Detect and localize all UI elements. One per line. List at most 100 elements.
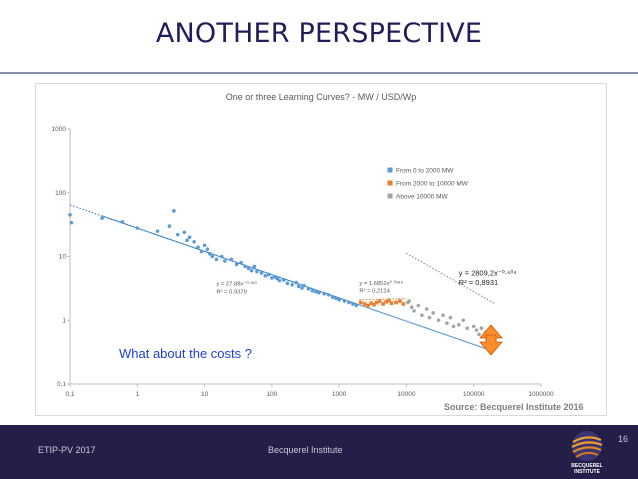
data-point bbox=[326, 293, 331, 297]
data-point bbox=[120, 220, 125, 224]
x-tick-label: 1000 bbox=[332, 391, 347, 398]
data-point bbox=[314, 289, 318, 294]
data-point bbox=[471, 324, 476, 329]
legend-marker bbox=[387, 193, 393, 199]
legend-marker bbox=[387, 167, 393, 173]
data-point bbox=[229, 257, 234, 262]
data-point bbox=[172, 209, 176, 213]
data-point bbox=[409, 305, 414, 310]
data-point bbox=[69, 220, 74, 225]
data-point bbox=[196, 245, 200, 249]
data-point bbox=[436, 318, 441, 323]
data-point bbox=[322, 291, 327, 296]
data-point bbox=[259, 271, 264, 275]
trendline bbox=[406, 252, 495, 304]
costs-annotation: What about the costs ? bbox=[119, 346, 252, 361]
data-point bbox=[389, 301, 394, 306]
data-point bbox=[246, 266, 251, 271]
data-point bbox=[199, 249, 204, 254]
data-point bbox=[451, 324, 456, 329]
trendline bbox=[359, 298, 407, 301]
chart-legend: From 0 to 2000 MW From 2000 to 10000 MW Ab… bbox=[387, 167, 469, 201]
trend-equation: y = 1,6852x⁰·⁰²⁸⁸ bbox=[359, 280, 403, 287]
data-point bbox=[354, 303, 359, 308]
data-point bbox=[243, 264, 247, 269]
legend-marker bbox=[387, 180, 393, 186]
data-point bbox=[448, 315, 453, 320]
legend-label: Above 10000 MW bbox=[396, 194, 449, 201]
data-point bbox=[249, 268, 254, 273]
data-point bbox=[300, 286, 304, 290]
data-point bbox=[384, 299, 388, 304]
x-tick-label: 100 bbox=[266, 391, 277, 398]
footer-bar: ETIP-PV 2017 Becquerel Institute BECQUER… bbox=[0, 425, 638, 479]
data-point bbox=[100, 216, 104, 220]
trend-equation: y = 2809,2x⁻⁰·⁶⁰⁴ bbox=[459, 269, 517, 278]
data-point bbox=[208, 252, 212, 256]
trendline bbox=[69, 204, 360, 306]
y-tick-label: 1 bbox=[62, 317, 66, 324]
data-point bbox=[465, 326, 469, 331]
data-point bbox=[219, 254, 224, 259]
data-point bbox=[270, 276, 274, 280]
data-point bbox=[68, 213, 72, 217]
trend-equation: y = 27,88x⁻⁰·³⁶⁵ bbox=[216, 281, 258, 288]
globe-icon bbox=[571, 431, 603, 461]
data-point bbox=[398, 299, 402, 303]
data-point bbox=[310, 288, 315, 293]
data-point bbox=[372, 302, 376, 307]
data-point bbox=[374, 300, 379, 305]
trendline-layer bbox=[69, 204, 495, 353]
y-tick-label: 0,1 bbox=[57, 381, 66, 388]
slide-title: ANOTHER PERSPECTIVE bbox=[155, 18, 483, 49]
data-point bbox=[401, 302, 406, 306]
data-point bbox=[394, 300, 398, 305]
data-point bbox=[185, 238, 189, 243]
chart-frame: One or three Learning Curves? - MW / USD… bbox=[35, 83, 607, 416]
data-point bbox=[366, 303, 370, 308]
axes-layer: 0,1 1 10 100 1000 10000 100000 1000000 0,1 1 10 100… bbox=[52, 126, 555, 398]
x-tick-label: 10 bbox=[201, 391, 209, 398]
footer-organization: Becquerel Institute bbox=[268, 445, 343, 455]
y-tick-label: 10 bbox=[59, 254, 67, 261]
data-point bbox=[223, 259, 227, 263]
data-point bbox=[205, 247, 210, 252]
data-point bbox=[479, 326, 484, 331]
data-point bbox=[210, 254, 215, 259]
data-point bbox=[252, 264, 257, 269]
data-point bbox=[175, 232, 180, 237]
data-point bbox=[407, 299, 412, 303]
r-squared-label: R² = 0,8931 bbox=[459, 278, 498, 287]
footer-event: ETIP-PV 2017 bbox=[38, 445, 96, 455]
data-point bbox=[266, 272, 271, 277]
x-tick-label: 100000 bbox=[463, 391, 485, 398]
data-point bbox=[263, 273, 268, 278]
data-point bbox=[187, 235, 192, 240]
data-point bbox=[302, 283, 306, 288]
data-point bbox=[272, 275, 277, 279]
data-point bbox=[317, 290, 321, 295]
data-point bbox=[234, 262, 239, 267]
data-point bbox=[330, 295, 335, 299]
data-point bbox=[377, 299, 382, 303]
data-point bbox=[342, 299, 347, 303]
data-points-layer bbox=[68, 209, 496, 342]
data-point bbox=[424, 307, 429, 311]
data-point bbox=[239, 260, 243, 265]
chart-title: One or three Learning Curves? - MW / USD… bbox=[226, 92, 417, 102]
r-squared-label: R² = 0,2124 bbox=[359, 289, 390, 295]
data-point bbox=[285, 281, 290, 286]
data-point bbox=[167, 224, 172, 228]
data-point bbox=[347, 300, 351, 305]
data-point bbox=[182, 230, 187, 235]
data-point bbox=[359, 300, 363, 305]
data-point bbox=[294, 280, 298, 285]
x-tick-label: 1000000 bbox=[528, 391, 554, 398]
x-tick-label: 1 bbox=[135, 391, 139, 398]
learning-curve-chart: One or three Learning Curves? - MW / USD… bbox=[52, 92, 555, 398]
data-point bbox=[431, 311, 436, 315]
page-number: 16 bbox=[618, 434, 629, 444]
data-point bbox=[412, 309, 416, 313]
data-point bbox=[456, 322, 461, 327]
legend-label: From 0 to 2000 MW bbox=[396, 168, 454, 175]
